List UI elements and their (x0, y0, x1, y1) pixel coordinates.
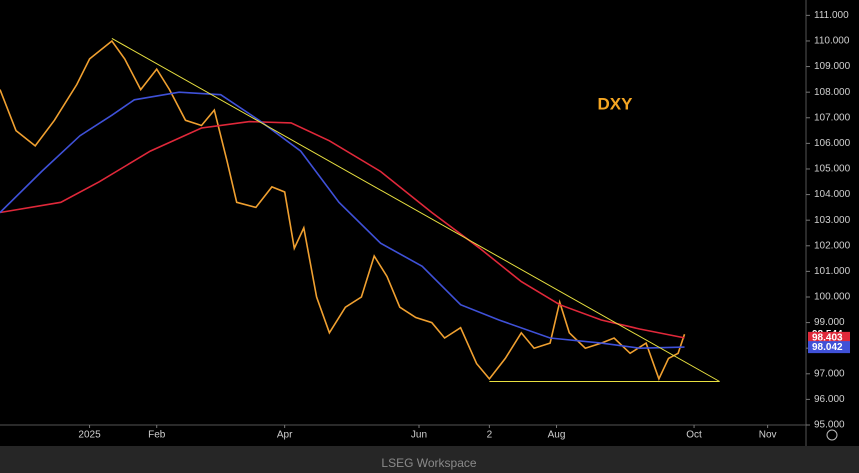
y-tick-label: 102.000 (814, 240, 851, 251)
x-tick-label: Aug (548, 430, 566, 441)
last-value-label: 98.042 (812, 342, 843, 353)
y-tick-label: 103.000 (814, 215, 851, 226)
y-tick-label: 104.000 (814, 189, 851, 200)
x-tick-label: Feb (148, 430, 166, 441)
x-tick-label: 2 (487, 430, 493, 441)
trendline (111, 37, 720, 382)
y-tick-label: 100.000 (814, 292, 851, 303)
y-tick-label: 101.000 (814, 266, 851, 277)
y-tick-label: 99.000 (814, 317, 845, 328)
series-line (0, 91, 685, 350)
y-tick-label: 107.000 (814, 112, 851, 123)
chart-title: DXY (598, 94, 634, 113)
y-tick-label: 109.000 (814, 61, 851, 72)
footer-bar (0, 446, 859, 473)
x-tick-label: Jun (411, 430, 427, 441)
y-tick-label: 111.000 (814, 10, 849, 21)
x-tick-label: Oct (686, 430, 702, 441)
settings-icon[interactable] (826, 429, 838, 441)
last-value-box (808, 331, 850, 344)
y-tick-label: 96.000 (814, 394, 845, 405)
y-tick-label: 106.000 (814, 138, 851, 149)
y-tick-label: 108.000 (814, 87, 851, 98)
x-tick-label: Apr (277, 430, 293, 441)
y-tick-label: 105.000 (814, 164, 851, 175)
footer: LSEG Workspace (381, 456, 476, 470)
background (0, 0, 859, 446)
series-line (0, 120, 685, 339)
y-tick-label: 110.000 (814, 36, 850, 47)
x-tick-label: 2025 (78, 430, 101, 441)
y-tick-label: 95.000 (814, 420, 845, 431)
x-tick-label: Nov (759, 430, 777, 441)
last-value-label: 98.403 (812, 333, 843, 344)
last-value-box (808, 341, 850, 354)
y-tick-label: 97.000 (814, 368, 845, 379)
series-line (0, 39, 686, 381)
